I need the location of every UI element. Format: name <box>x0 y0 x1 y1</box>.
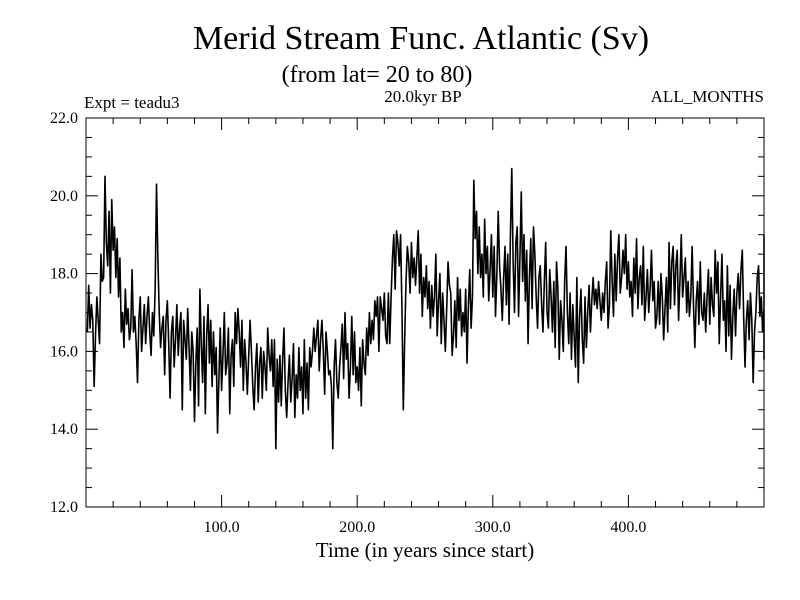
y-tick-label: 16.0 <box>50 343 78 360</box>
period-label: 20.0kyr BP <box>384 87 461 106</box>
series-line <box>86 167 765 450</box>
experiment-label: Expt = teadu3 <box>84 93 180 112</box>
plot-frame <box>85 117 765 508</box>
chart-subtitle: (from lat= 20 to 80) <box>282 62 473 88</box>
x-tick-label: 300.0 <box>475 519 511 536</box>
y-tick-label: 20.0 <box>50 188 78 205</box>
y-tick-label: 18.0 <box>50 266 78 283</box>
tick-labels: 100.0 200.0 300.0 400.0 12.0 14.0 16.0 18.0 20.0… <box>50 110 646 536</box>
x-tick-label: 200.0 <box>339 519 375 536</box>
axis-ticks <box>86 118 764 507</box>
y-tick-label: 14.0 <box>50 421 78 438</box>
y-tick-label: 22.0 <box>50 110 78 127</box>
y-tick-label: 12.0 <box>50 499 78 516</box>
x-tick-label: 100.0 <box>204 519 240 536</box>
months-label: ALL_MONTHS <box>651 87 764 106</box>
x-tick-label: 400.0 <box>610 519 646 536</box>
chart-title: Merid Stream Func. Atlantic (Sv) <box>193 20 649 57</box>
x-axis-label: Time (in years since start) <box>316 538 535 562</box>
